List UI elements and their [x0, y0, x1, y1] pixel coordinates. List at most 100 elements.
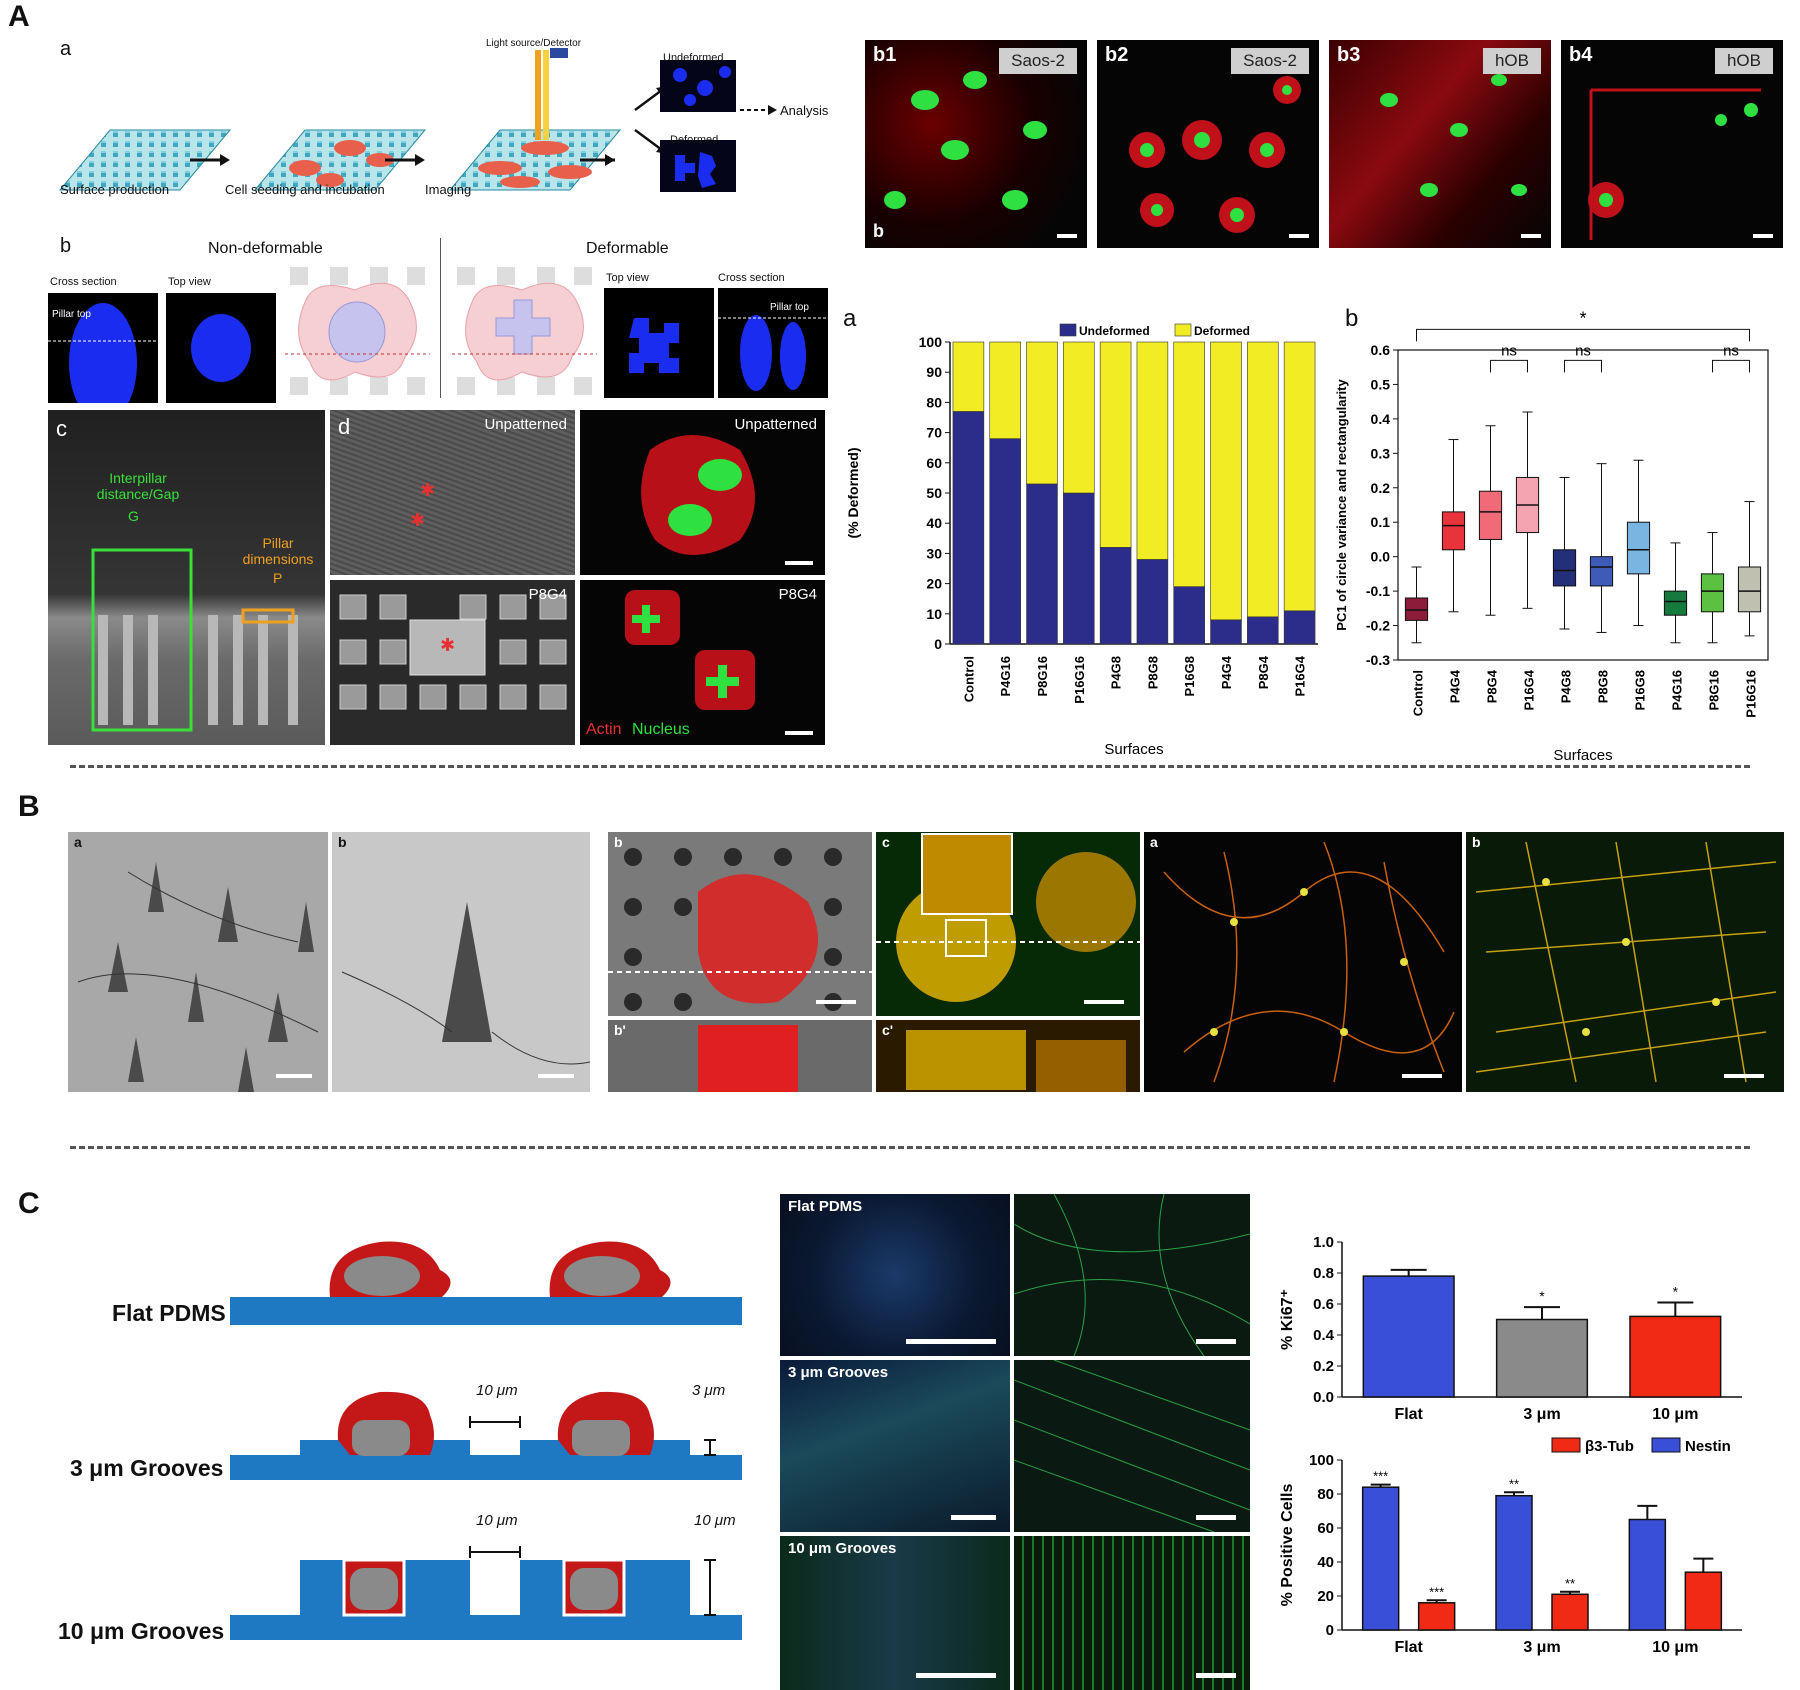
- y-tick-label: 100: [919, 334, 943, 350]
- scale-bar: [276, 1074, 312, 1078]
- sem-neuron-pillars-a: a: [68, 832, 328, 1092]
- bar: [1684, 1571, 1723, 1631]
- x-tick-label: P16G4: [1522, 669, 1537, 710]
- significance-label: **: [1565, 1576, 1575, 1591]
- x-tick-label: P4G16: [998, 656, 1013, 696]
- panel-label-d: d: [338, 414, 351, 439]
- y-tick-label: -0.2: [1366, 618, 1390, 634]
- significance-bracket: [1490, 359, 1528, 373]
- scale-bar: [1196, 1515, 1236, 1520]
- scale-bar: [906, 1339, 996, 1344]
- y-tick-label: 20: [1317, 1588, 1334, 1605]
- y-axis-label: PC1 of circle variance and rectangularit…: [1334, 379, 1349, 631]
- cross-section-label-2: Cross section: [718, 272, 785, 284]
- scale-bar: [1196, 1673, 1236, 1678]
- x-axis-label: Surfaces: [1104, 741, 1163, 758]
- bar: [1628, 1518, 1667, 1631]
- pillar-top-label: Pillar top: [52, 309, 91, 320]
- fluor-label: b: [1472, 834, 1481, 850]
- y-tick-label: 60: [1317, 1520, 1334, 1537]
- bar-undeformed: [1099, 547, 1132, 645]
- micrograph-b2-label: b2: [1105, 44, 1129, 66]
- bar-undeformed: [1210, 619, 1242, 645]
- significance-label: ***: [1373, 1469, 1388, 1484]
- top-view-deformed: [604, 288, 714, 398]
- gap-letter: G: [128, 508, 139, 524]
- cross-section-label: Cross section: [50, 276, 117, 288]
- x-tick-label: 10 μm: [1652, 1406, 1698, 1423]
- fluor-label: b: [614, 834, 623, 850]
- scale-bar: [1724, 1074, 1764, 1078]
- y-tick-label: 0.6: [1371, 342, 1391, 358]
- box: [1626, 521, 1651, 575]
- deformed-nuclei-image: [660, 140, 736, 192]
- bar-deformed: [1247, 341, 1279, 618]
- micrograph-label: 10 μm Grooves: [788, 1540, 897, 1557]
- micrograph-10um-1: 10 μm Grooves: [780, 1536, 1010, 1690]
- bar-undeformed: [1283, 610, 1316, 645]
- y-tick-label: 60: [926, 455, 942, 471]
- top-view-nondeformed: [166, 293, 276, 403]
- scale-bar: [916, 1673, 996, 1678]
- cross-section-nondeformed: Pillar top: [48, 293, 158, 403]
- y-tick-label: 0.8: [1313, 1265, 1334, 1282]
- legend-actin: Actin: [586, 721, 622, 738]
- sem-unpatterned: d Unpatterned ✱ ✱: [330, 410, 575, 575]
- bar-undeformed: [1063, 492, 1095, 645]
- scale-bar: [1521, 234, 1541, 238]
- bar-deformed: [1210, 341, 1242, 621]
- y-tick-label: 10: [926, 606, 942, 622]
- y-tick-label: 0.2: [1371, 480, 1391, 496]
- bar: [1362, 1275, 1455, 1398]
- cell-nondeformed-diagram: [285, 267, 430, 395]
- gap-label: Interpillar distance/Gap: [96, 470, 180, 502]
- significance-label: ns: [1723, 342, 1739, 359]
- y-axis-label: (% Deformed): [845, 447, 861, 538]
- significance-label: *: [1539, 1288, 1545, 1304]
- bar-deformed: [1283, 341, 1316, 612]
- fluor-label: c: [882, 834, 890, 850]
- box: [1478, 490, 1503, 540]
- x-tick-label: Flat: [1394, 1406, 1423, 1423]
- step-surface-production: Surface production: [60, 182, 170, 197]
- x-tick-label: P16G8: [1633, 670, 1648, 710]
- micrograph-b4: b4 hOB: [1561, 40, 1783, 248]
- sem-neuron-pillar-b: b: [332, 832, 590, 1092]
- box: [1700, 573, 1725, 613]
- bar: [1629, 1315, 1722, 1398]
- bar-undeformed: [1136, 559, 1169, 645]
- significance-bracket: [1416, 328, 1750, 342]
- chart-box-panel-label: b: [1345, 305, 1359, 332]
- panel-label-a-b: b: [60, 235, 72, 257]
- y-axis-label: % Positive Cells: [1279, 1484, 1296, 1607]
- fluor-unpatterned-label: Unpatterned: [734, 416, 817, 433]
- micrograph-flat-pdms-2: [1014, 1194, 1250, 1356]
- undeformed-label: Undeformed: [663, 52, 724, 64]
- legend-label: Deformed: [1194, 324, 1250, 338]
- x-tick-label: Control: [961, 656, 976, 702]
- chart-stacked-panel-label: a: [843, 305, 857, 332]
- x-tick-label: P4G4: [1219, 655, 1234, 689]
- sem-pillar-cross-section: c Interpillar distance/Gap G Pillar dime…: [48, 410, 325, 745]
- cell-deformed-diagram: [452, 267, 597, 395]
- significance-label: ns: [1575, 342, 1591, 359]
- micrograph-b1: b1 Saos-2 b: [865, 40, 1087, 248]
- significance-label: ***: [1429, 1584, 1444, 1599]
- row-label-flat-pdms: Flat PDMS: [112, 1300, 226, 1326]
- section-label-b: B: [18, 790, 40, 823]
- micrograph-flat-pdms-1: Flat PDMS: [780, 1194, 1010, 1356]
- x-tick-label: P16G4: [1293, 655, 1308, 696]
- y-tick-label: 0.6: [1313, 1296, 1334, 1313]
- x-tick-label: P8G16: [1707, 670, 1722, 710]
- bar-deformed: [1173, 341, 1205, 587]
- bar-deformed: [952, 341, 985, 412]
- scale-bar: [1057, 234, 1077, 238]
- box: [1552, 549, 1577, 587]
- asterisk-icon: ✱: [420, 480, 436, 500]
- pillar-surface-3: [448, 48, 622, 191]
- scale-bar: [785, 561, 813, 565]
- y-tick-label: 100: [1309, 1452, 1334, 1469]
- light-source-label: Light source/Detector: [486, 38, 582, 49]
- bar-undeformed: [1247, 616, 1279, 645]
- legend-swatch: [1059, 323, 1077, 337]
